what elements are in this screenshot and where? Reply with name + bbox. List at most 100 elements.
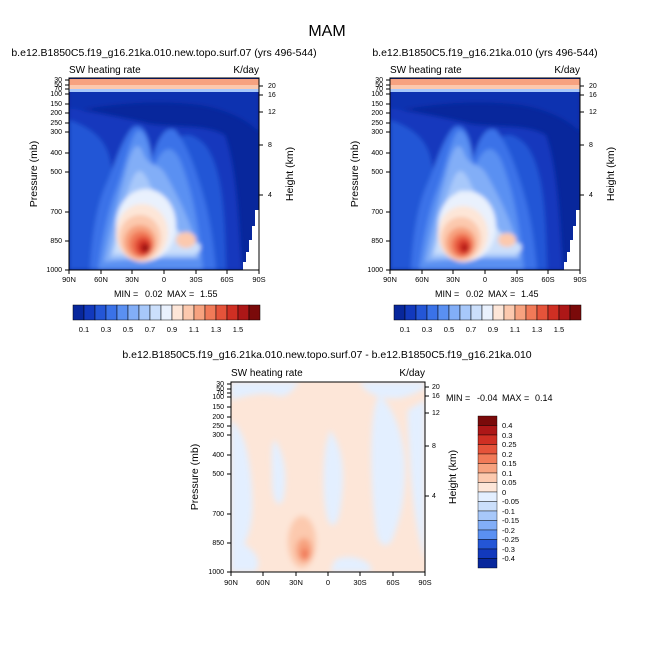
colorbar-label: 0.1: [400, 325, 410, 334]
panel-c-ytick: 250: [212, 423, 224, 430]
colorbar-swatch: [94, 304, 107, 321]
panel-b-ytick-right: 12: [589, 109, 597, 116]
panel-c-xtick: 0: [326, 578, 330, 587]
panel-a-ytick-right: 8: [268, 142, 272, 149]
colorbar-b-top: 0.1 0.3 0.5 0.7 0.9 1.1 1.3 1.5: [393, 304, 582, 334]
panel-c-ytick: 150: [212, 404, 224, 411]
panel-c-ytick: 50: [216, 386, 224, 393]
panel-b-ytick: 30: [375, 77, 383, 84]
panel-a-units-label: K/day: [233, 65, 259, 76]
panel-c-ytick: 400: [212, 452, 224, 459]
panel-c-xtick: 90S: [418, 578, 431, 587]
panel-c-variable-label: SW heating rate: [231, 368, 303, 379]
panel-c-ytick-right: 20: [432, 384, 440, 391]
panel-b-max-label: MAX =: [488, 289, 515, 299]
colorbar-swatch: [477, 548, 498, 559]
colorbar-swatch: [426, 304, 439, 321]
colorbar-swatch: [204, 304, 217, 321]
colorbar-swatch: [160, 304, 173, 321]
panel-a-ylabel-right: Height (km): [284, 147, 296, 201]
panel-c-yaxis: 30 50 70 100 150 200 250 300 400 500 700…: [208, 381, 231, 576]
colorbar-swatch: [503, 304, 516, 321]
panel-b-units-label: K/day: [554, 65, 580, 76]
colorbar-swatch: [477, 434, 498, 445]
panel-a-ytick: 300: [50, 129, 62, 136]
panel-c-min-label: MIN =: [446, 393, 470, 403]
panel-c-ytick: 700: [212, 511, 224, 518]
colorbar-label: -0.25: [502, 535, 519, 544]
colorbar-swatch: [215, 304, 228, 321]
panel-a-ytick: 200: [50, 110, 62, 117]
colorbar-label: -0.3: [502, 545, 515, 554]
colorbar-label: 0.7: [145, 325, 155, 334]
colorbar-label: 1.5: [233, 325, 243, 334]
colorbar-swatch: [477, 558, 498, 569]
colorbar-swatch: [477, 539, 498, 550]
panel-a-xtick: 60N: [94, 275, 108, 284]
panel-a: b.e12.B1850C5.f19_g16.21ka.010.new.topo.…: [11, 47, 316, 334]
colorbar-label: 0.9: [167, 325, 177, 334]
panel-a-ytick: 850: [50, 238, 62, 245]
panel-a-max-value: 1.55: [200, 289, 218, 299]
panel-b-field: [390, 78, 580, 270]
colorbar-label: 0.5: [444, 325, 454, 334]
panel-c-max-label: MAX =: [502, 393, 529, 403]
panel-b-xtick: 30S: [510, 275, 523, 284]
colorbar-swatch: [248, 304, 261, 321]
panel-c-ytick: 1000: [208, 569, 224, 576]
panel-a-ytick-right: 20: [268, 83, 276, 90]
colorbar-swatch: [237, 304, 250, 321]
panel-c-ylabel-right: Height (km): [447, 450, 459, 504]
panel-b-ytick: 150: [371, 101, 383, 108]
panel-b-ytick: 400: [371, 150, 383, 157]
panel-a-ylabel: Pressure (mb): [28, 141, 40, 208]
colorbar-label: 1.5: [554, 325, 564, 334]
colorbar-swatch: [477, 501, 498, 512]
colorbar-c: 0.4 0.3 0.25 0.2 0.15 0.1 0.05 0 -0.05 -…: [477, 415, 519, 569]
colorbar-swatch: [138, 304, 151, 321]
panel-c-ytick: 100: [212, 394, 224, 401]
panel-a-min-label: MIN =: [114, 289, 138, 299]
panel-b-xtick: 0: [483, 275, 487, 284]
colorbar-label: 0.5: [123, 325, 133, 334]
panel-a-ytick: 700: [50, 209, 62, 216]
colorbar-swatch: [477, 472, 498, 483]
colorbar-swatch: [105, 304, 118, 321]
panel-a-title: b.e12.B1850C5.f19_g16.21ka.010.new.topo.…: [11, 47, 316, 59]
panel-c-ytick: 200: [212, 414, 224, 421]
colorbar-label: 0.3: [422, 325, 432, 334]
colorbar-swatch: [127, 304, 140, 321]
panel-b-ytick-right: 20: [589, 83, 597, 90]
panel-c-xtick: 30N: [289, 578, 303, 587]
panel-c-ytick: 300: [212, 432, 224, 439]
panel-b-ytick: 700: [371, 209, 383, 216]
panel-c-min-value: -0.04: [477, 393, 498, 403]
panel-a-ytick: 100: [50, 91, 62, 98]
panel-c-title: b.e12.B1850C5.f19_g16.21ka.010.new.topo.…: [122, 349, 531, 361]
panel-b-ylabel: Pressure (mb): [349, 141, 361, 208]
colorbar-swatch: [116, 304, 129, 321]
panel-b-min-label: MIN =: [435, 289, 459, 299]
colorbar-label: 0.2: [502, 450, 512, 459]
colorbar-label: -0.1: [502, 507, 515, 516]
panel-a-min-value: 0.02: [145, 289, 163, 299]
panel-b-ylabel-right: Height (km): [605, 147, 617, 201]
panel-a-ytick-right: 16: [268, 92, 276, 99]
panel-c-xaxis: 90N 60N 30N 0 30S 60S 90S: [224, 572, 432, 587]
panel-c-xtick: 90N: [224, 578, 238, 587]
panel-b-ytick: 1000: [367, 267, 383, 274]
colorbar-label: 0.4: [502, 421, 512, 430]
colorbar-swatch: [477, 491, 498, 502]
panel-b-ytick-right: 4: [589, 192, 593, 199]
panel-a-ytick: 70: [54, 86, 62, 93]
panel-c-stats: MIN = -0.04 MAX = 0.14: [446, 393, 553, 403]
colorbar-swatch: [536, 304, 549, 321]
colorbar-swatch: [477, 415, 498, 426]
colorbar-swatch: [477, 444, 498, 455]
panel-b-xtick: 60N: [415, 275, 429, 284]
colorbar-label: 0.05: [502, 478, 517, 487]
panel-a-ytick: 400: [50, 150, 62, 157]
panel-a-xtick: 30S: [189, 275, 202, 284]
panel-a-yaxis: 30 50 70 100 150 200 250 300 400 500 700…: [46, 77, 69, 274]
colorbar-label: -0.05: [502, 497, 519, 506]
